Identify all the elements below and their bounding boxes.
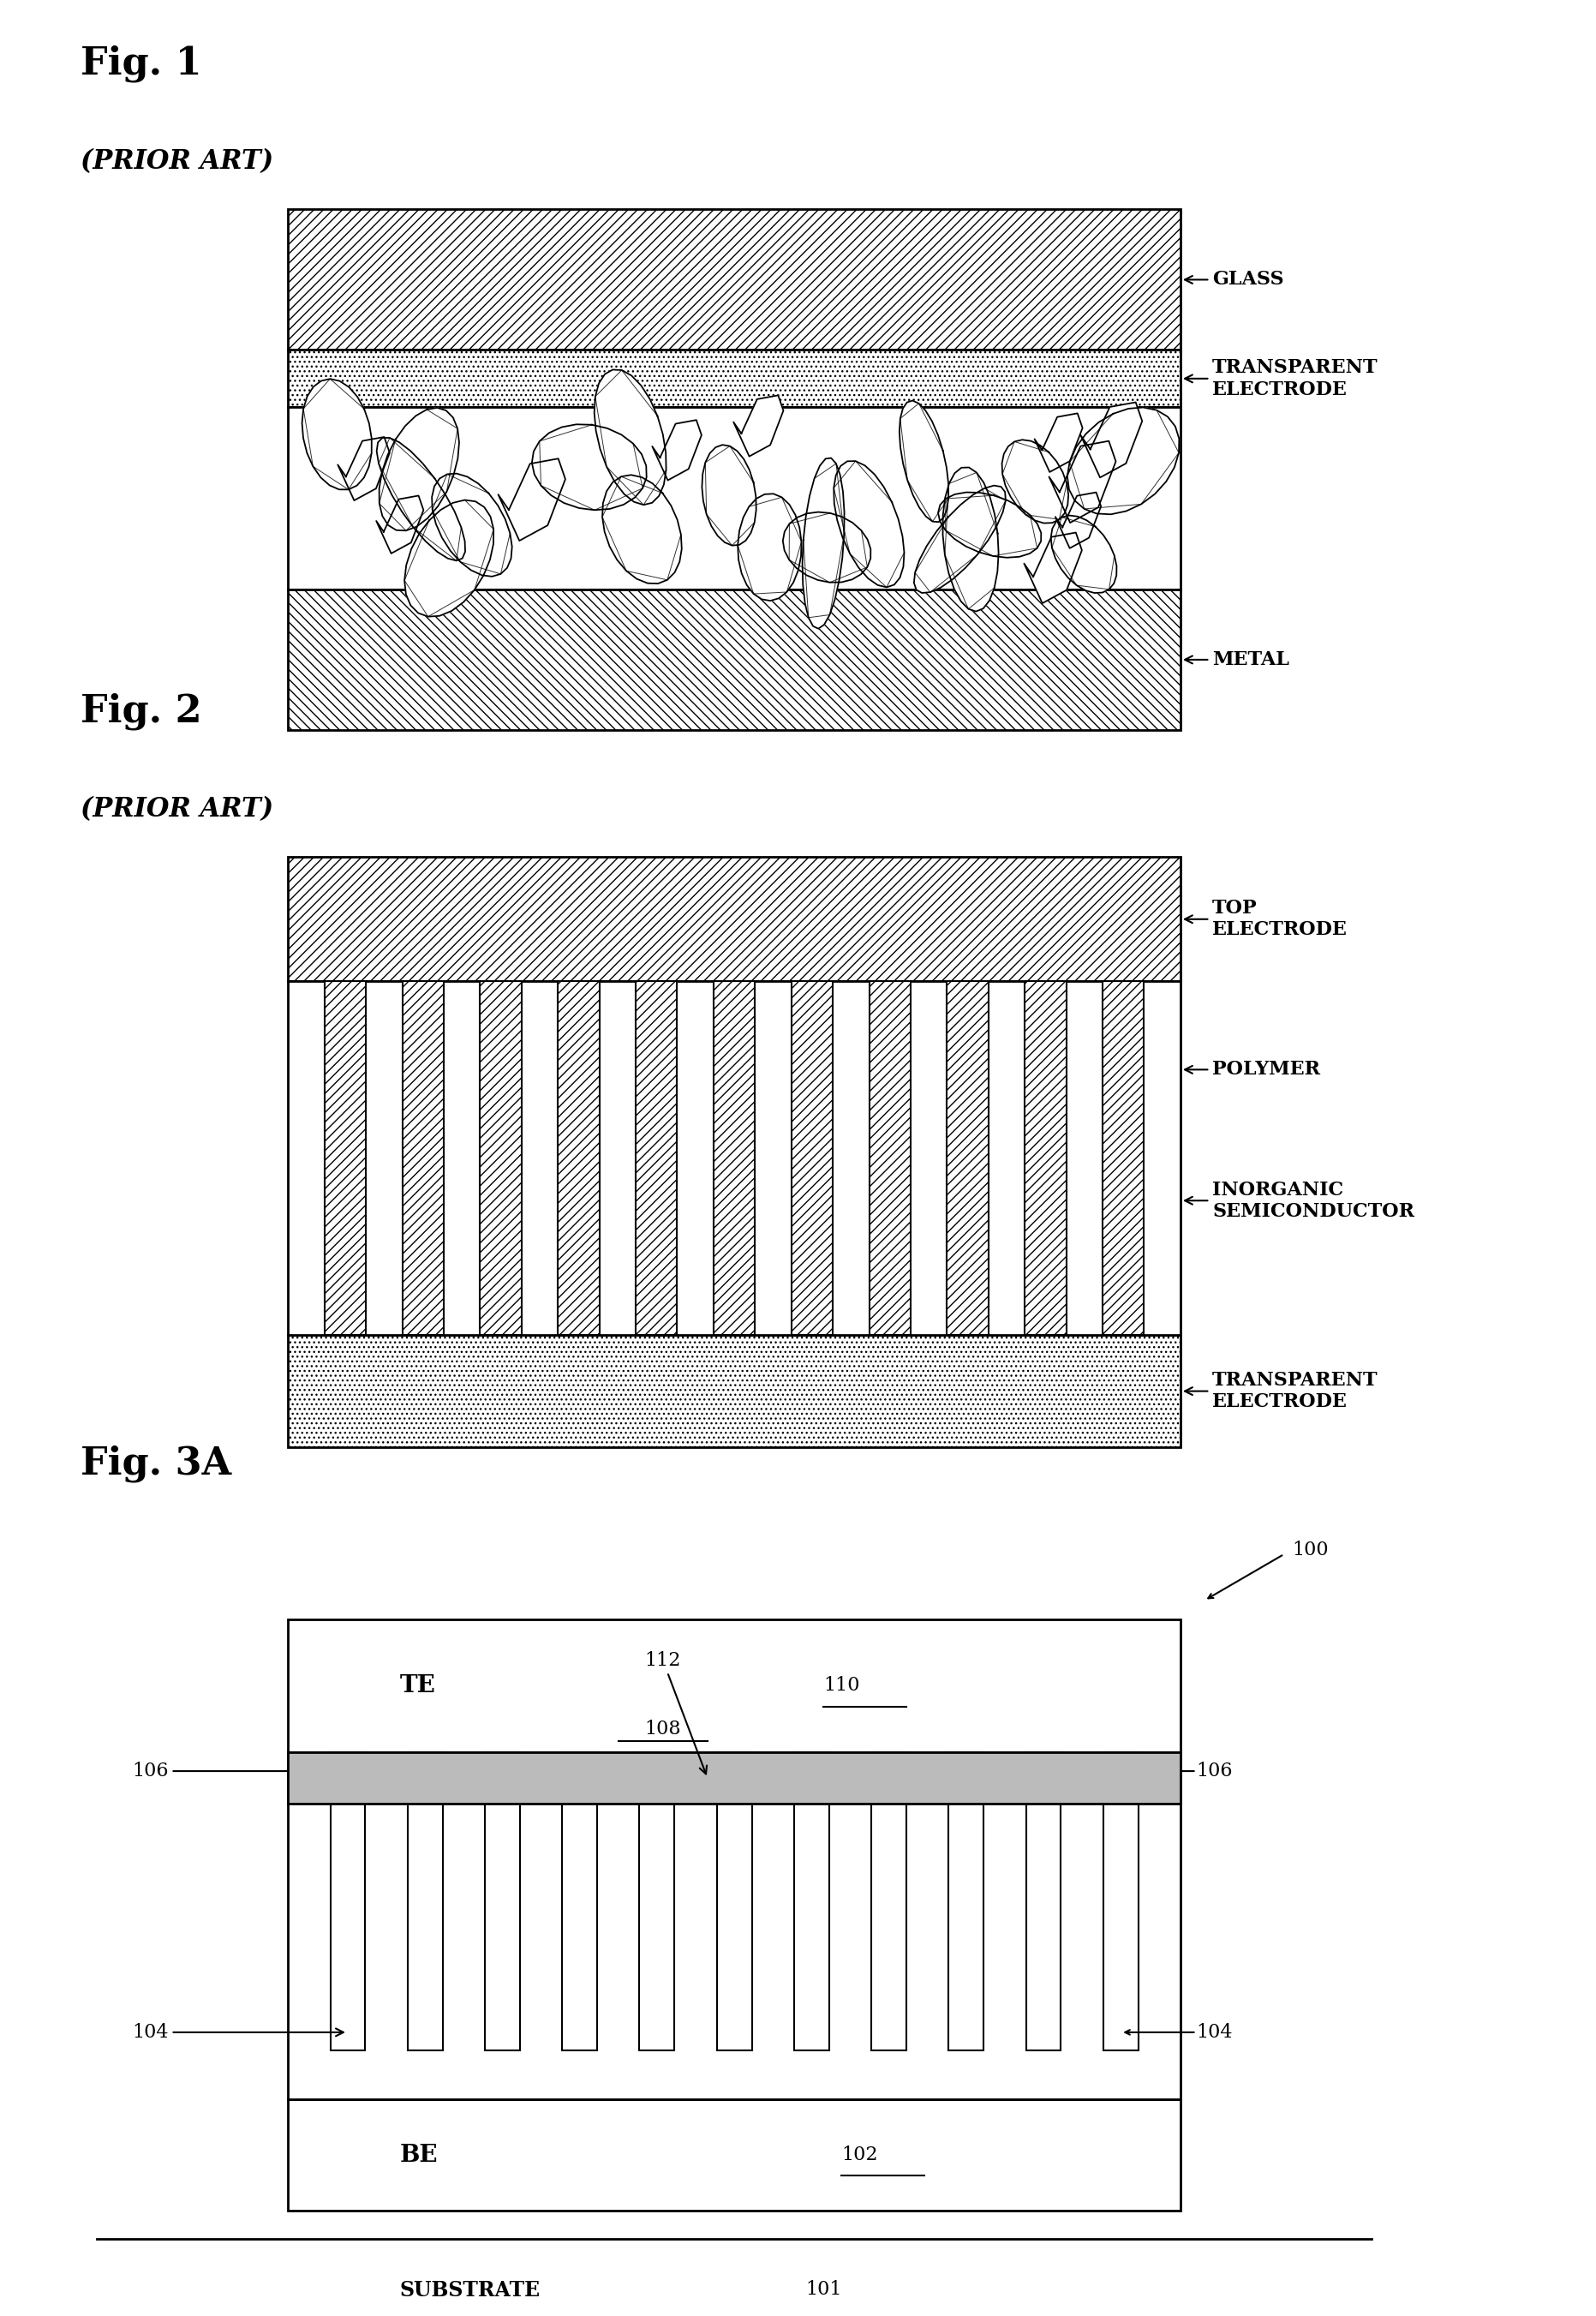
Polygon shape bbox=[338, 438, 389, 500]
Bar bbox=[330, 1753, 365, 2050]
Bar bbox=[946, 982, 988, 1334]
Polygon shape bbox=[943, 468, 999, 611]
Polygon shape bbox=[1080, 403, 1143, 477]
Bar bbox=[795, 1753, 828, 2050]
Bar bbox=[407, 1753, 442, 2050]
Polygon shape bbox=[1050, 516, 1117, 593]
Polygon shape bbox=[833, 461, 905, 588]
Polygon shape bbox=[784, 512, 871, 581]
Polygon shape bbox=[938, 493, 1041, 558]
Text: 108: 108 bbox=[645, 1721, 681, 1739]
Text: (PRIOR ART): (PRIOR ART) bbox=[81, 797, 275, 822]
Text: TOP
ELECTRODE: TOP ELECTRODE bbox=[1184, 899, 1347, 940]
Bar bbox=[948, 1753, 983, 2050]
Polygon shape bbox=[594, 371, 666, 505]
Text: (PRIOR ART): (PRIOR ART) bbox=[81, 148, 275, 174]
Polygon shape bbox=[302, 380, 372, 489]
Text: SUBSTRATE: SUBSTRATE bbox=[399, 2281, 539, 2300]
Text: Fig. 1: Fig. 1 bbox=[81, 44, 203, 81]
Polygon shape bbox=[531, 424, 646, 510]
Text: Fig. 2: Fig. 2 bbox=[81, 692, 203, 730]
Polygon shape bbox=[1025, 533, 1082, 602]
Polygon shape bbox=[404, 500, 493, 616]
Text: 110: 110 bbox=[824, 1677, 860, 1695]
Polygon shape bbox=[737, 493, 801, 600]
Polygon shape bbox=[900, 401, 948, 521]
Polygon shape bbox=[498, 459, 565, 540]
Text: 104: 104 bbox=[1197, 2022, 1232, 2043]
Text: 106: 106 bbox=[132, 1762, 343, 1781]
Polygon shape bbox=[915, 486, 1005, 593]
Bar bbox=[562, 1753, 597, 2050]
Text: TRANSPARENT
ELECTRODE: TRANSPARENT ELECTRODE bbox=[1184, 359, 1379, 398]
Bar bbox=[287, 1334, 1181, 1448]
Text: INORGANIC
SEMICONDUCTOR: INORGANIC SEMICONDUCTOR bbox=[1184, 1181, 1414, 1221]
Polygon shape bbox=[602, 475, 681, 584]
Bar bbox=[635, 982, 677, 1334]
Polygon shape bbox=[803, 459, 844, 628]
Bar bbox=[870, 982, 911, 1334]
Text: TRANSPARENT
ELECTRODE: TRANSPARENT ELECTRODE bbox=[1184, 1371, 1379, 1410]
Bar bbox=[1026, 1753, 1061, 2050]
Polygon shape bbox=[1055, 493, 1101, 549]
Text: 106: 106 bbox=[1197, 1762, 1232, 1781]
Polygon shape bbox=[1049, 440, 1116, 523]
Text: BE: BE bbox=[399, 2145, 437, 2165]
Bar bbox=[287, 1619, 1181, 1753]
Bar bbox=[287, 1753, 1181, 1804]
Bar bbox=[559, 982, 600, 1334]
Bar bbox=[1025, 982, 1066, 1334]
Polygon shape bbox=[702, 445, 757, 547]
Bar bbox=[287, 2098, 1181, 2212]
Bar bbox=[287, 857, 1181, 982]
Text: 101: 101 bbox=[806, 2281, 843, 2300]
Polygon shape bbox=[653, 419, 702, 479]
Text: 100: 100 bbox=[1293, 1540, 1328, 1559]
Text: 112: 112 bbox=[645, 1651, 707, 1774]
Bar bbox=[287, 982, 1181, 1334]
Bar bbox=[287, 591, 1181, 730]
Bar bbox=[287, 1753, 1181, 2098]
Bar bbox=[717, 1753, 752, 2050]
Text: Fig. 3A: Fig. 3A bbox=[81, 1445, 231, 1482]
Bar bbox=[480, 982, 522, 1334]
Text: 104: 104 bbox=[132, 2022, 343, 2043]
Bar bbox=[287, 208, 1181, 350]
Polygon shape bbox=[1002, 440, 1068, 523]
Bar bbox=[402, 982, 444, 1334]
Polygon shape bbox=[377, 496, 423, 554]
Text: GLASS: GLASS bbox=[1184, 271, 1283, 290]
Text: TE: TE bbox=[399, 1674, 436, 1698]
Bar bbox=[713, 982, 755, 1334]
Bar bbox=[287, 408, 1181, 591]
Polygon shape bbox=[380, 408, 460, 530]
Bar bbox=[640, 1753, 675, 2050]
Polygon shape bbox=[734, 396, 784, 456]
Bar bbox=[1103, 982, 1144, 1334]
Text: METAL: METAL bbox=[1184, 651, 1290, 669]
Polygon shape bbox=[1068, 408, 1179, 514]
Polygon shape bbox=[377, 438, 464, 560]
Bar bbox=[1103, 1753, 1138, 2050]
Bar bbox=[485, 1753, 520, 2050]
Polygon shape bbox=[1034, 412, 1082, 472]
Bar bbox=[871, 1753, 907, 2050]
Bar bbox=[792, 982, 833, 1334]
Polygon shape bbox=[433, 472, 512, 577]
Text: POLYMER: POLYMER bbox=[1184, 1061, 1320, 1079]
Text: 102: 102 bbox=[841, 2145, 878, 2165]
Bar bbox=[287, 350, 1181, 408]
Bar bbox=[324, 982, 365, 1334]
